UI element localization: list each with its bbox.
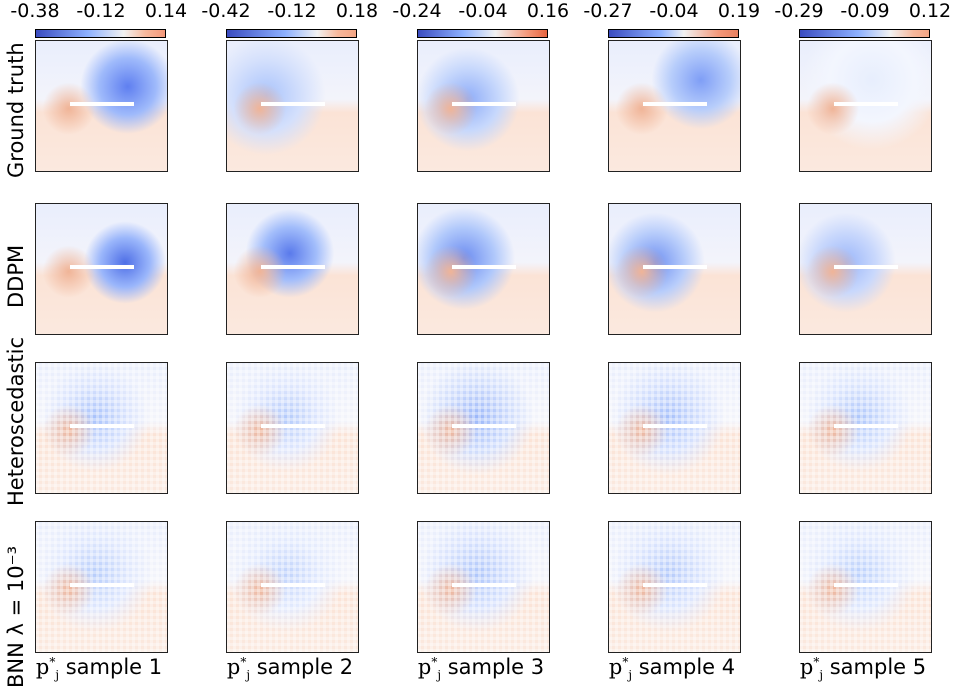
colorbar-4-tick-max: 0.19: [717, 0, 761, 22]
heatmap-panel: [799, 521, 932, 653]
heatmap-panel: [799, 362, 932, 494]
column-label-1: p*j sample 1: [35, 655, 163, 683]
row-label-ddpm: DDPM: [4, 244, 28, 308]
colorbar-4-tick-mid: -0.04: [649, 0, 699, 22]
colorbar-1-tick-max: 0.14: [144, 0, 188, 22]
column-label-2: p*j sample 2: [226, 655, 354, 683]
heatmap-panel: [608, 40, 741, 172]
colorbar-5-tick-max: 0.12: [908, 0, 952, 22]
heatmap-panel: [226, 521, 359, 653]
heatmap-panel: [226, 203, 359, 335]
row-label-ground-truth: Ground truth: [4, 42, 28, 178]
heatmap-panel: [226, 362, 359, 494]
column-label-4: p*j sample 4: [608, 655, 736, 683]
heatmap-panel: [608, 203, 741, 335]
heatmap-panel: [35, 203, 168, 335]
colorbar-1-tick-min: -0.38: [10, 0, 60, 22]
heatmap-panel: [35, 40, 168, 172]
colorbar-2: [226, 29, 357, 38]
heatmap-panel: [799, 40, 932, 172]
heatmap-panel: [417, 362, 550, 494]
heatmap-panel: [799, 203, 932, 335]
heatmap-panel: [226, 40, 359, 172]
heatmap-panel: [417, 40, 550, 172]
heatmap-panel: [35, 521, 168, 653]
heatmap-panel: [608, 362, 741, 494]
colorbar-3-tick-min: -0.24: [392, 0, 442, 22]
colorbar-4-tick-min: -0.27: [583, 0, 633, 22]
row-label-heteroscedastic: Heteroscedastic: [4, 336, 28, 506]
colorbar-1-tick-mid: -0.12: [76, 0, 126, 22]
row-label-bnn: BNN λ = 10⁻³: [4, 545, 28, 688]
colorbar-2-tick-mid: -0.12: [267, 0, 317, 22]
colorbar-3-tick-mid: -0.04: [458, 0, 508, 22]
heatmap-panel: [417, 521, 550, 653]
colorbar-4: [608, 29, 739, 38]
colorbar-1: [35, 29, 166, 38]
colorbar-5: [799, 29, 930, 38]
colorbar-5-tick-min: -0.29: [774, 0, 824, 22]
column-label-5: p*j sample 5: [799, 655, 927, 683]
heatmap-panel: [608, 521, 741, 653]
heatmap-panel: [35, 362, 168, 494]
heatmap-panel: [417, 203, 550, 335]
colorbar-5-tick-mid: -0.09: [840, 0, 890, 22]
column-label-3: p*j sample 3: [417, 655, 545, 683]
colorbar-3: [417, 29, 548, 38]
colorbar-3-tick-max: 0.16: [526, 0, 570, 22]
colorbar-2-tick-max: 0.18: [335, 0, 379, 22]
colorbar-2-tick-min: -0.42: [201, 0, 251, 22]
